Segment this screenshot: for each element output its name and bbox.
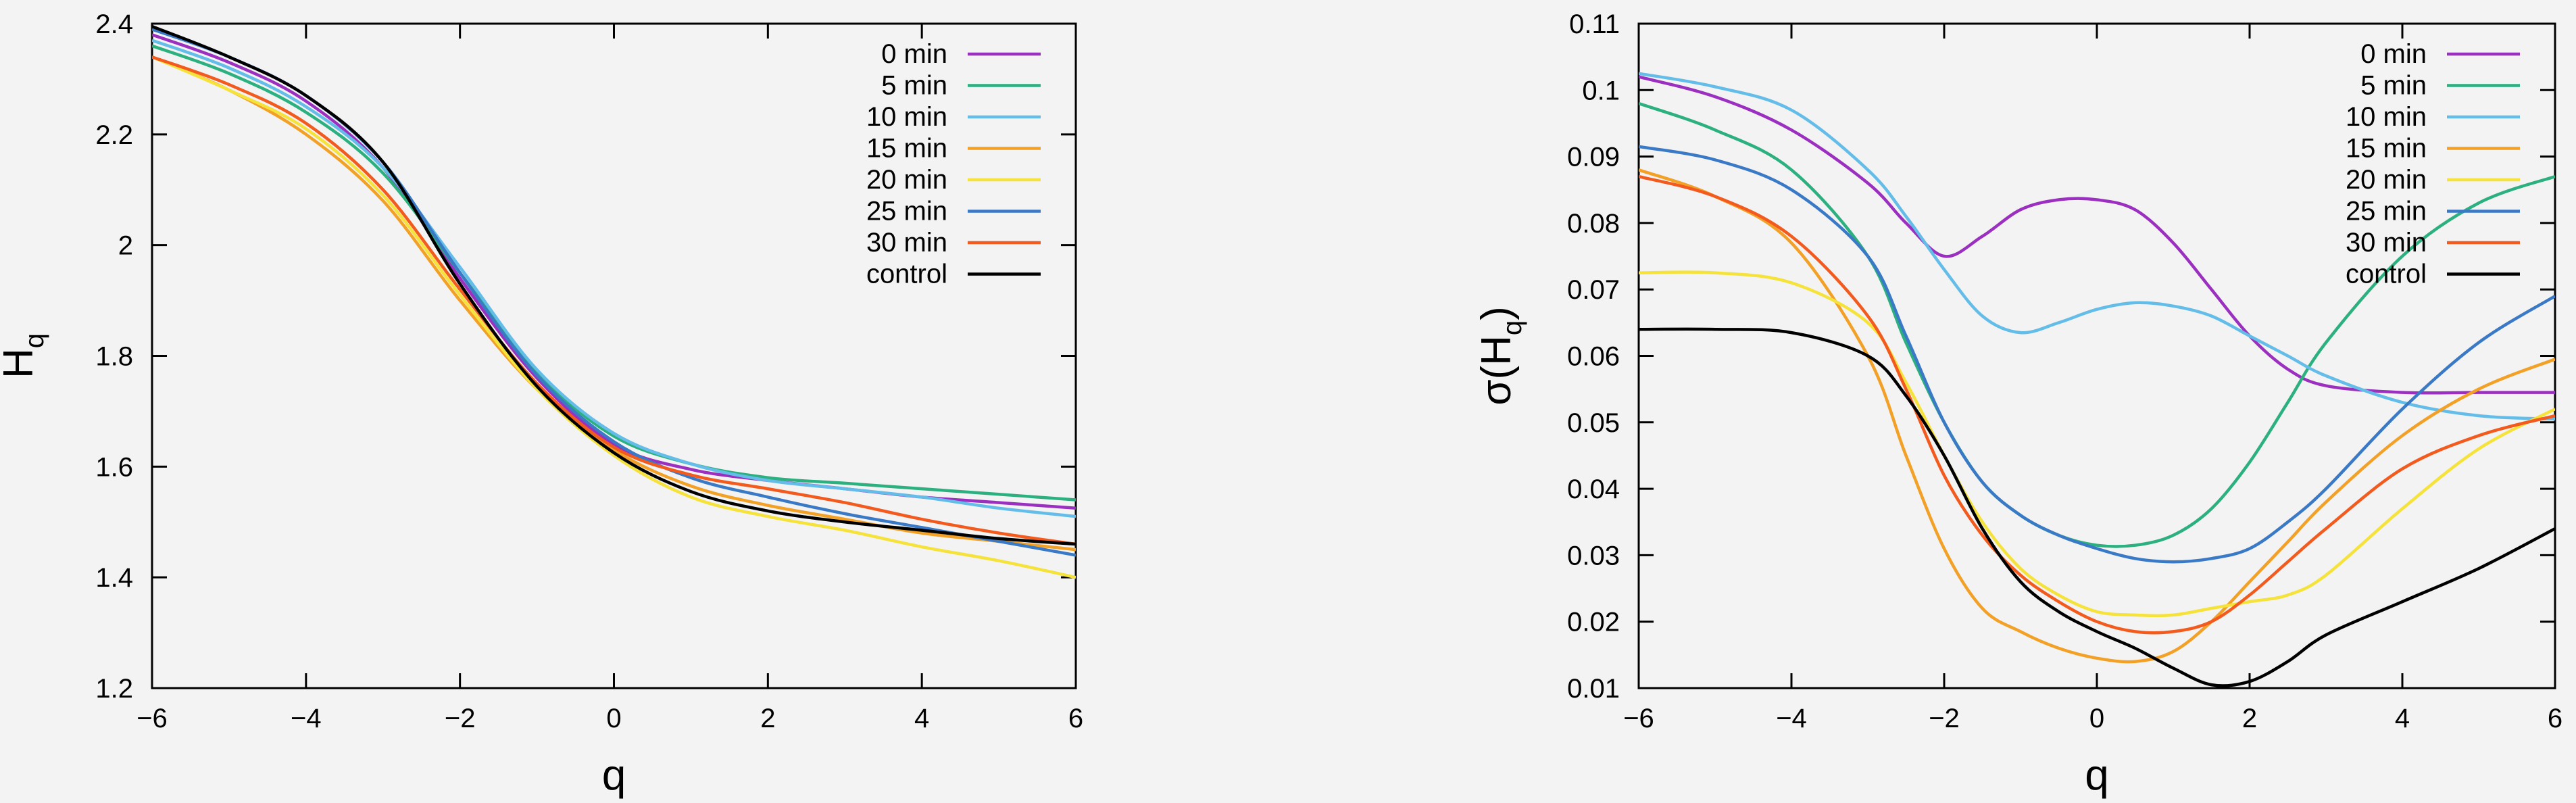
- x-axis-label: q: [602, 750, 626, 799]
- legend-label: 30 min: [866, 228, 947, 258]
- y-tick-label: 1.2: [95, 674, 133, 704]
- right-chart-panel: −6 −4 −2 0 2 4 6 0.01 0.02 0.03 0.04 0.05 0.06 0.07 0.…: [1473, 9, 2562, 799]
- legend-label: 0 min: [2360, 39, 2427, 69]
- y-axis-label: σ(Hq): [1473, 306, 1527, 406]
- y-tick-label: 0.08: [1567, 209, 1620, 239]
- y-tick-label: 2: [118, 231, 133, 261]
- x-tick-label: −2: [1929, 704, 1960, 733]
- y-tick-label: 0.07: [1567, 275, 1620, 305]
- y-tick-label: 0.06: [1567, 342, 1620, 372]
- y-axis-label-main: σ(H: [1473, 335, 1520, 406]
- y-axis-label-suffix: ): [1473, 306, 1520, 320]
- y-tick-label: 0.02: [1567, 608, 1620, 637]
- x-tick-label: 6: [2548, 704, 2562, 733]
- series-line-control: [1639, 327, 2555, 687]
- legend-label: 25 min: [2346, 197, 2427, 226]
- y-tick-label: 0.03: [1567, 541, 1620, 570]
- y-tick-label: 0.11: [1569, 9, 1620, 39]
- legend-label: 20 min: [2346, 165, 2427, 195]
- y-tick-label: 0.01: [1567, 674, 1620, 704]
- legend-label: 10 min: [2346, 102, 2427, 132]
- series-line-15-min: [1639, 168, 2555, 664]
- x-tick-label: −6: [137, 704, 168, 733]
- series-line-30-min: [152, 55, 1076, 546]
- series-line-25-min: [1639, 145, 2555, 564]
- y-axis-label-subscript: q: [1497, 320, 1527, 335]
- y-tick-label: 0.1: [1582, 76, 1620, 105]
- legend-label: 15 min: [866, 134, 947, 164]
- series-line-10-min: [1639, 72, 2555, 421]
- y-axis-label: Hq: [0, 333, 49, 379]
- x-tick-label: 2: [760, 704, 775, 733]
- y-axis-label-main: H: [0, 348, 42, 379]
- legend-label: 5 min: [881, 71, 947, 101]
- series-line-5-min: [152, 44, 1076, 502]
- legend-label: 20 min: [866, 165, 947, 195]
- legend-label: 30 min: [2346, 228, 2427, 258]
- series-line-0-min: [1639, 75, 2555, 395]
- series-line-20-min: [152, 55, 1076, 579]
- series-lines: [152, 25, 1076, 579]
- x-tick-label: 4: [2395, 704, 2410, 733]
- y-tick-label: 1.8: [95, 342, 133, 372]
- series-line-10-min: [152, 39, 1076, 518]
- series-line-20-min: [1639, 270, 2555, 618]
- legend-label: 0 min: [881, 39, 947, 69]
- legend-label: control: [866, 260, 947, 289]
- x-tick-label: 4: [914, 704, 929, 733]
- series-line-5-min: [1639, 101, 2555, 548]
- y-tick-label: 2.4: [95, 9, 133, 39]
- x-tick-label: −2: [445, 704, 476, 733]
- legend-label: 5 min: [2360, 71, 2427, 101]
- y-axis-label-subscript: q: [20, 333, 49, 348]
- x-tick-label: 6: [1068, 704, 1083, 733]
- y-tick-label: 1.4: [95, 563, 133, 593]
- y-tick-label: 0.05: [1567, 408, 1620, 438]
- x-tick-label: −4: [291, 704, 322, 733]
- series-line-30-min: [1639, 174, 2555, 635]
- series-line-control: [152, 25, 1076, 546]
- x-axis-label: q: [2085, 750, 2109, 799]
- x-tick-label: −6: [1623, 704, 1654, 733]
- legend-label: 10 min: [866, 102, 947, 132]
- legend-label: 25 min: [866, 197, 947, 226]
- x-tick-label: 0: [606, 704, 621, 733]
- y-tick-label: 1.6: [95, 452, 133, 482]
- y-tick-label: 0.09: [1567, 143, 1620, 172]
- y-tick-label: 0.04: [1567, 474, 1620, 504]
- legend-label: 15 min: [2346, 134, 2427, 164]
- legend-label: control: [2346, 260, 2427, 289]
- y-tick-label: 2.2: [95, 120, 133, 150]
- x-tick-label: 2: [2242, 704, 2257, 733]
- x-tick-label: −4: [1776, 704, 1807, 733]
- x-tick-label: 0: [2089, 704, 2104, 733]
- series-lines: [1639, 72, 2555, 687]
